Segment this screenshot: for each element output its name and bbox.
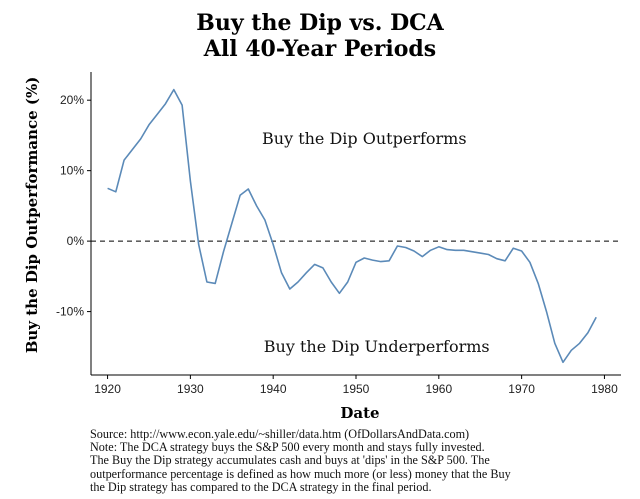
y-tick-label: 10% [60, 164, 84, 178]
x-tick-label: 1980 [591, 382, 618, 396]
y-tick-label: -10% [56, 305, 84, 319]
source-line: Source: http://www.econ.yale.edu/~shille… [90, 427, 470, 441]
y-axis-ticks: -10% 0% 10% 20% [56, 93, 91, 319]
note-line: the Dip strategy has compared to the DCA… [90, 479, 432, 494]
note-line: The Buy the Dip strategy accumulates cas… [90, 453, 490, 468]
x-axis-ticks: 1920 1930 1940 1950 1960 1970 1980 [94, 375, 618, 396]
annotation-outperforms: Buy the Dip Outperforms [262, 129, 467, 148]
series-group [107, 88, 597, 364]
y-tick-label: 0% [67, 234, 85, 248]
series-line-outperformance [107, 88, 597, 364]
annotation-underperforms: Buy the Dip Underperforms [264, 337, 490, 356]
note-line: outperformance percentage is defined as … [90, 466, 511, 481]
x-tick-label: 1960 [425, 382, 452, 396]
chart-title-line-2: All 40-Year Periods [203, 36, 437, 62]
x-tick-label: 1920 [94, 382, 121, 396]
x-tick-label: 1950 [343, 382, 370, 396]
x-tick-label: 1930 [177, 382, 204, 396]
x-axis-title: Date [340, 404, 379, 422]
x-tick-label: 1940 [260, 382, 287, 396]
y-axis-title: Buy the Dip Outperformance (%) [23, 77, 41, 354]
source-note: Source: http://www.econ.yale.edu/~shille… [90, 427, 630, 494]
x-tick-label: 1970 [508, 382, 535, 396]
chart-title-line-1: Buy the Dip vs. DCA [196, 10, 444, 36]
y-tick-label: 20% [60, 93, 84, 107]
axes [90, 72, 621, 376]
note-line: Note: The DCA strategy buys the S&P 500 … [90, 440, 485, 455]
